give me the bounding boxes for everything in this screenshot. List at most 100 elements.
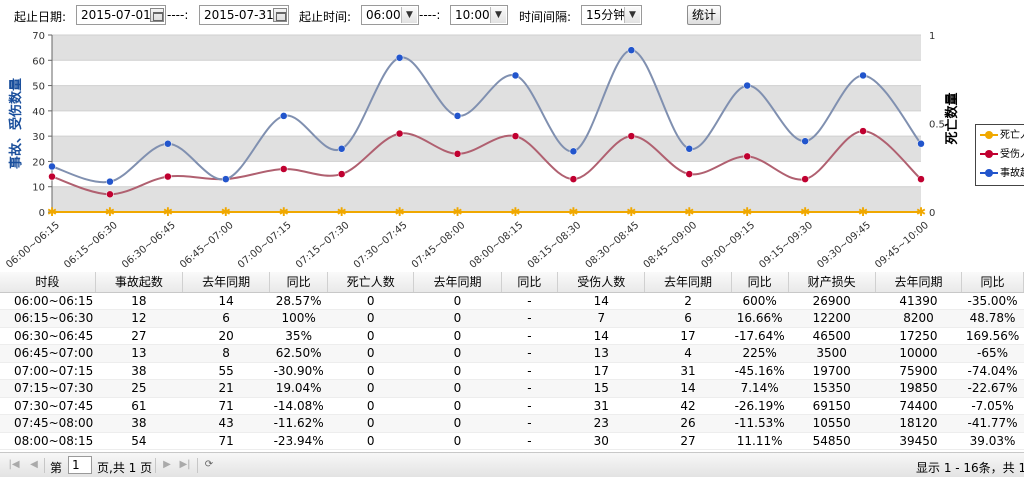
column-header[interactable]: 同比 — [731, 272, 789, 293]
first-page-icon[interactable]: |◀ — [8, 459, 20, 470]
data-point: ✱ — [568, 205, 578, 219]
table-cell: 41390 — [875, 292, 962, 310]
table-row[interactable]: 07:00~07:15 38 55 -30.90% 0 0-17 31 -45.16% 1970… — [0, 362, 1024, 380]
column-header[interactable]: 同比 — [269, 272, 329, 293]
table-row[interactable]: 07:45~08:00 38 43 -11.62% 0 0-23 26 -11.53% 1055… — [0, 414, 1024, 433]
prev-page-icon[interactable]: ◀ — [30, 459, 38, 470]
data-point — [859, 127, 867, 135]
table-cell: 0 — [327, 362, 414, 380]
data-point: ✱ — [510, 205, 520, 219]
last-page-icon[interactable]: ▶| — [179, 459, 191, 470]
end-time-select[interactable]: 10:00 ▼ — [450, 5, 508, 25]
chart: 0 10 20 30 40 50 60 70 0 0.5 1 事故、受伤数量 死亡数量 06:00~06:… — [0, 30, 1024, 270]
data-point: ✱ — [858, 205, 868, 219]
interval-label: 时间间隔: — [519, 10, 572, 24]
column-header[interactable]: 去年同期 — [875, 272, 963, 293]
table-cell: 42 — [644, 397, 732, 415]
legend-item-accidents[interactable]: 事故起数 — [980, 165, 1024, 183]
stats-button[interactable]: 统计 — [687, 5, 721, 25]
table-cell: -11.53% — [731, 414, 789, 433]
y-tick-label: 0 — [39, 208, 45, 219]
table-cell: -65% — [961, 344, 1024, 363]
table-cell: 71 — [182, 397, 270, 415]
column-header[interactable]: 事故起数 — [95, 272, 183, 293]
interval-value: 15分钟 — [586, 8, 626, 22]
grid-band — [52, 85, 921, 111]
table-cell: 4 — [644, 344, 732, 363]
column-header[interactable]: 时段 — [0, 272, 96, 293]
column-header[interactable]: 死亡人数 — [327, 272, 415, 293]
interval-select[interactable]: 15分钟 ▼ — [581, 5, 642, 25]
x-tick-label: 06:45~07:00 — [178, 220, 236, 270]
table-cell: 14 — [557, 292, 645, 310]
start-time-select[interactable]: 06:00 ▼ — [361, 5, 419, 25]
data-point: ✱ — [684, 205, 694, 219]
column-header[interactable]: 去年同期 — [413, 272, 502, 293]
table-cell: -11.62% — [269, 414, 328, 433]
table-cell: 0 — [327, 432, 414, 450]
refresh-icon[interactable]: ⟳ — [204, 459, 214, 470]
column-header[interactable]: 同比 — [961, 272, 1024, 293]
table-cell: 26900 — [788, 292, 876, 310]
data-point — [337, 170, 346, 178]
table-header-row: 时段 事故起数 去年同期 同比 死亡人数 去年同期 同比 受伤人数 去年同期 同比 财产损失 去年同期… — [0, 272, 1024, 293]
legend-swatch — [980, 168, 998, 178]
table-cell: 06:15~06:30 — [0, 309, 96, 328]
table-cell: 0 — [413, 344, 502, 363]
table-cell: 12200 — [788, 309, 876, 328]
table-cell: 0 — [413, 397, 502, 415]
column-header[interactable]: 去年同期 — [644, 272, 732, 293]
table-cell: 26 — [644, 414, 732, 433]
data-point: ✱ — [395, 205, 405, 219]
legend-item-injuries[interactable]: 受伤人数 — [980, 146, 1024, 164]
page-summary: 显示 1 - 16条，共 16 — [916, 461, 1024, 475]
table-row[interactable]: 06:45~07:00 13 8 62.50% 0 0-13 4 225% 3500 10000-… — [0, 344, 1024, 363]
x-tick-label: 07:15~07:30 — [294, 220, 352, 270]
table-cell: 06:45~07:00 — [0, 344, 96, 363]
grid-band — [52, 136, 921, 162]
table-cell: 48.78% — [961, 309, 1024, 328]
table-cell: -35.00% — [961, 292, 1024, 310]
y-tick-label: 60 — [32, 56, 45, 67]
calendar-icon[interactable] — [273, 8, 287, 22]
table-cell: 8200 — [875, 309, 962, 328]
table-cell: 18120 — [875, 414, 962, 433]
table-row[interactable]: 07:15~07:30 25 21 19.04% 0 0-15 14 7.14% 15350 19… — [0, 379, 1024, 398]
next-page-icon[interactable]: ▶ — [163, 459, 171, 470]
data-point: ✱ — [279, 205, 289, 219]
table-cell: 27 — [95, 327, 183, 345]
x-tick-label: 07:00~07:15 — [236, 220, 294, 270]
x-tick-label: 09:45~10:00 — [873, 220, 931, 270]
chevron-down-icon[interactable]: ▼ — [490, 7, 506, 23]
page-number-input[interactable]: 1 — [68, 456, 92, 474]
time-range-separator: ----: — [419, 8, 441, 22]
table-row[interactable]: 06:15~06:30 12 6 100% 0 0-7 6 16.66% 12200 8200 48… — [0, 309, 1024, 328]
column-header[interactable]: 同比 — [501, 272, 559, 293]
table-cell: 74400 — [875, 397, 962, 415]
table-row[interactable]: 07:30~07:45 61 71 -14.08% 0 0-31 42 -26.19% 6915… — [0, 397, 1024, 415]
data-point — [48, 172, 56, 181]
column-header[interactable]: 去年同期 — [182, 272, 271, 293]
table-cell: 0 — [413, 327, 502, 345]
legend-item-deaths[interactable]: 死亡人数 — [980, 127, 1024, 145]
table-cell: 16.66% — [731, 309, 789, 328]
table-row[interactable]: 08:00~08:15 54 71 -23.94% 0 0-30 27 11.11% 54850… — [0, 432, 1024, 450]
column-header[interactable]: 受伤人数 — [557, 272, 646, 293]
table-row[interactable]: 06:30~06:45 27 20 35% 0 0-14 17 -17.64% 46500 172… — [0, 327, 1024, 345]
y-tick-label: 70 — [32, 31, 45, 42]
chevron-down-icon[interactable]: ▼ — [624, 7, 640, 23]
data-point — [569, 175, 578, 183]
end-date-input[interactable]: 2015-07-31 — [199, 5, 289, 25]
table-cell: 30 — [557, 432, 645, 450]
table-cell: 600% — [731, 292, 789, 310]
chevron-down-icon[interactable]: ▼ — [401, 7, 417, 23]
table-cell: 08:00~08:15 — [0, 432, 96, 450]
table-cell: 11.11% — [731, 432, 789, 450]
calendar-icon[interactable] — [150, 8, 164, 22]
table-cell: 0 — [413, 309, 502, 328]
table-row[interactable]: 06:00~06:15 18 14 28.57% 0 0-14 2 600% 26900 4139… — [0, 292, 1024, 310]
table-cell: 07:00~07:15 — [0, 362, 96, 380]
column-header[interactable]: 财产损失 — [788, 272, 876, 293]
start-date-input[interactable]: 2015-07-01 — [76, 5, 166, 25]
data-point — [395, 129, 404, 138]
